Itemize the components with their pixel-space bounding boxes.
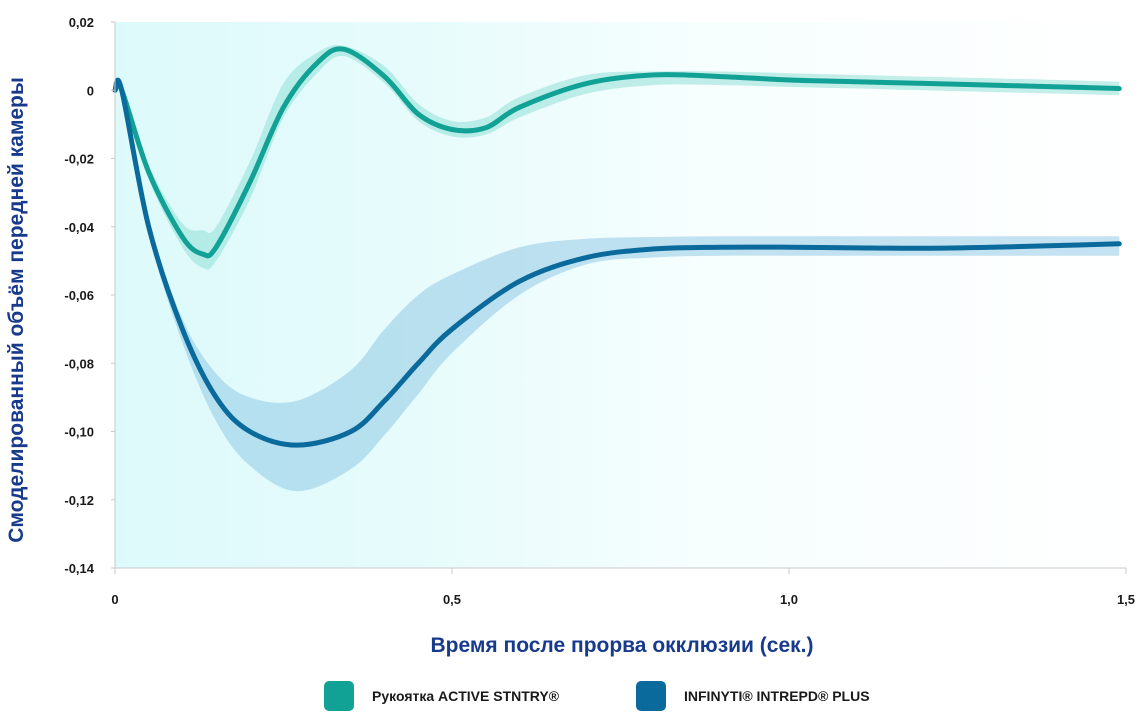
y-tick-label: -0,10 (64, 425, 94, 440)
legend-swatch-active-sentry (324, 681, 354, 711)
legend: Рукоятка ACTIVE STNTRY® INFINYTI® INTREP… (0, 678, 1148, 714)
x-axis-title: Время после прорва окклюзии (сек.) (431, 634, 814, 657)
x-tick-label: 1,5 (1117, 592, 1135, 607)
x-tick-label: 1,0 (780, 592, 798, 607)
legend-label-infiniti-intrepid: INFINYTI® INTREPD® PLUS (684, 688, 870, 704)
confidence-band-infiniti-intrepid (115, 79, 1120, 492)
y-tick-label: -0,06 (64, 288, 94, 303)
legend-swatch-infiniti-intrepid (636, 681, 666, 711)
plot-background (115, 22, 1126, 568)
legend-item-active-sentry[interactable]: Рукоятка ACTIVE STNTRY® (324, 678, 559, 714)
y-tick-label: -0,08 (64, 356, 94, 371)
y-tick-label: -0,12 (64, 493, 94, 508)
y-tick-label: -0,02 (64, 152, 94, 167)
y-tick-label: -0,04 (64, 220, 94, 235)
y-tick-label: 0,02 (69, 15, 94, 30)
legend-item-infiniti-intrepid[interactable]: INFINYTI® INTREPD® PLUS (636, 678, 870, 714)
series-line-active-sentry (112, 46, 1122, 259)
x-tick-label: 0,5 (443, 592, 461, 607)
legend-label-active-sentry: Рукоятка ACTIVE STNTRY® (372, 688, 560, 704)
y-tick-label: -0,14 (64, 561, 94, 576)
y-axis-title: Смоделированный объём передней камеры (5, 77, 28, 543)
x-tick-label: 0 (111, 592, 118, 607)
y-tick-label: 0 (87, 83, 94, 98)
series-line-infiniti-intrepid (112, 77, 1122, 448)
